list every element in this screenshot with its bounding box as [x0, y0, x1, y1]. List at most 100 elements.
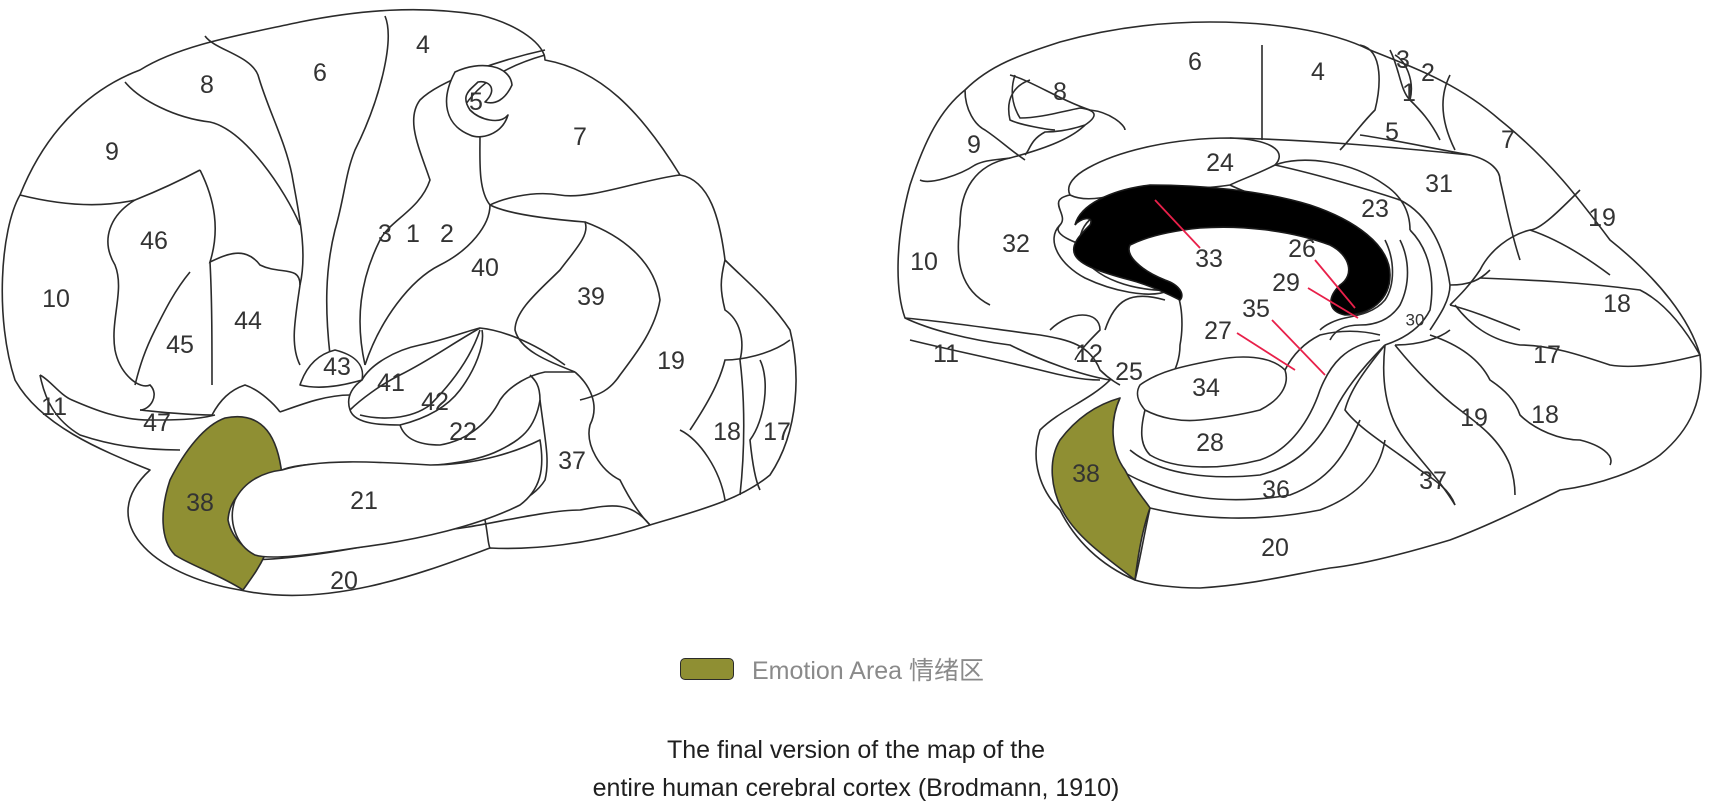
medial-border: [1008, 79, 1056, 131]
lateral-border: [139, 384, 281, 416]
medial-border: [1429, 334, 1612, 466]
medial-border: [1382, 344, 1456, 506]
medial-border: [1359, 134, 1521, 261]
lateral-border: [749, 359, 766, 491]
area-label: 34: [1192, 374, 1220, 402]
medial-border: [1449, 269, 1491, 286]
area-label: 46: [140, 227, 168, 255]
medial-border: [1384, 229, 1433, 346]
pointer-35: [1271, 319, 1326, 376]
lateral-border: [399, 329, 484, 426]
emotion-area-swatch: [680, 658, 734, 680]
lateral-area-5: [445, 64, 513, 138]
area-label: 2: [440, 220, 454, 248]
area-label: 5: [469, 88, 483, 116]
area-label: 42: [421, 388, 449, 416]
lateral-labels: 4 6 8 9 5 7 46 3 1 2 40 39 10 44 45 43 4…: [41, 31, 791, 595]
area-label: 21: [350, 487, 378, 515]
pointer-29: [1307, 287, 1359, 319]
medial-border: [904, 317, 1121, 386]
area-label: 28: [1196, 429, 1224, 457]
lateral-border: [574, 371, 651, 526]
lateral-area-43: [299, 349, 364, 388]
medial-border: [1119, 419, 1361, 501]
medial-border: [1394, 344, 1516, 496]
lateral-border: [204, 35, 304, 366]
area-label: 19: [1588, 204, 1616, 232]
area-label: 3: [1396, 46, 1410, 74]
medial-border: [1394, 329, 1451, 346]
medial-border: [1011, 74, 1095, 156]
area-label: 45: [166, 331, 194, 359]
area-label: 2: [1421, 59, 1435, 87]
area-label: 4: [1311, 58, 1325, 86]
lateral-border: [39, 374, 181, 451]
area-label: 30: [1406, 311, 1425, 330]
medial-border: [1394, 54, 1413, 101]
pointer-26: [1314, 259, 1356, 309]
area-label: 7: [1501, 126, 1515, 154]
lateral-border: [199, 169, 301, 286]
area-label: 1: [406, 220, 420, 248]
lateral-border: [209, 261, 213, 386]
medial-labels: 6 4 3 2 1 8 5 7 9 24 31 23 19 32 33 26 1…: [910, 46, 1631, 562]
area-label: 18: [1603, 290, 1631, 318]
lateral-border: [489, 204, 587, 373]
area-label: 39: [577, 283, 605, 311]
area-label: 43: [323, 353, 351, 381]
pointer-33: [1154, 199, 1201, 249]
medial-border: [1344, 344, 1456, 506]
area-label: 8: [1053, 78, 1067, 106]
medial-border: [1449, 189, 1581, 306]
medial-border: [957, 124, 1086, 306]
medial-border: [1149, 439, 1386, 519]
medial-border: [1104, 295, 1166, 331]
medial-border: [1529, 229, 1611, 276]
area-label: 1: [1402, 79, 1416, 107]
medial-border: [1442, 74, 1456, 151]
area-label: 11: [933, 340, 959, 368]
medial-border: [1319, 239, 1394, 331]
medial-outline: [897, 21, 1702, 589]
lateral-border: [679, 429, 726, 501]
area-label: 32: [1002, 230, 1030, 258]
lateral-area-21: [231, 439, 543, 558]
area-label: 26: [1288, 235, 1316, 263]
lateral-border: [361, 327, 566, 381]
area-label: 37: [1419, 467, 1447, 495]
area-label: 5: [1385, 118, 1399, 146]
medial-border: [1454, 304, 1701, 368]
area-label: 27: [1204, 317, 1232, 345]
area-label: 11: [41, 393, 67, 421]
medial-area-24: [1068, 137, 1280, 200]
area-label: 9: [105, 138, 119, 166]
area-label: 6: [313, 59, 327, 87]
area-label: 17: [1533, 341, 1561, 369]
lateral-border: [279, 394, 351, 413]
lateral-border: [349, 371, 575, 446]
area-label: 41: [377, 369, 405, 397]
area-label: 19: [1460, 404, 1488, 432]
caption-line-1: The final version of the map of the: [667, 736, 1045, 764]
area-label: 8: [200, 71, 214, 99]
area-label: 36: [1262, 476, 1290, 504]
medial-border: [1274, 159, 1411, 231]
area-label: 18: [1531, 401, 1559, 429]
medial-border: [1049, 314, 1101, 361]
lateral-view: [1, 8, 797, 597]
medial-border: [964, 89, 1026, 161]
legend: Emotion Area 情绪区: [680, 652, 984, 686]
area-label: 17: [763, 418, 791, 446]
area-label: 22: [449, 418, 477, 446]
caption-line-2: entire human cerebral cortex (Brodmann, …: [592, 774, 1120, 802]
area-label: 7: [573, 123, 587, 151]
lateral-border: [124, 81, 301, 226]
medial-border: [1449, 304, 1521, 331]
medial-border: [1329, 239, 1409, 341]
area-label: 25: [1115, 358, 1143, 386]
area-label: 33: [1195, 245, 1223, 273]
area-label: 20: [1261, 534, 1289, 562]
medial-border: [1339, 44, 1380, 151]
medial-view: [897, 21, 1702, 589]
area-label: 20: [330, 567, 358, 595]
